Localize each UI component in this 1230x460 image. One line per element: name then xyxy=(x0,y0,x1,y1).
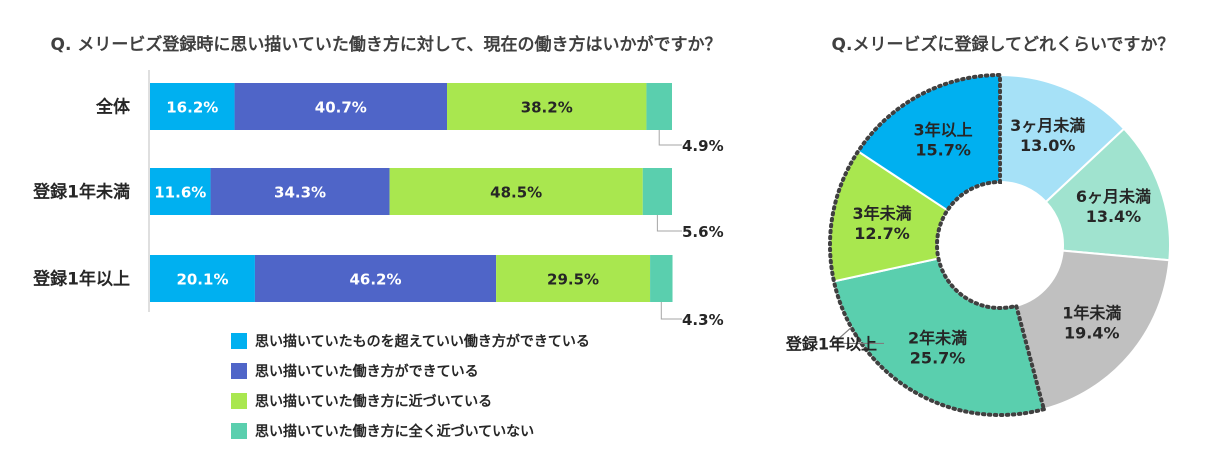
bar-chart-title: Q. メリービズ登録時に思い描いていた働き方に対して、現在の働き方はいかがですか… xyxy=(51,34,722,55)
category-label: 登録1年未満 xyxy=(32,182,130,203)
pie-slice-label: 3ヶ月未満 xyxy=(1010,116,1085,135)
bar-segment xyxy=(150,255,255,302)
annotation-leader xyxy=(831,327,884,345)
legend-label: 思い描いていたものを超えていい働き方ができている xyxy=(255,333,590,350)
bar-segment xyxy=(150,168,211,215)
pie-slice xyxy=(1044,127,1171,262)
stacked-bar-chart: 全体 16.2% 40.7% 38.2% 4.9% 登録1年未満 11.6% 34.3% 48.… xyxy=(32,70,724,329)
pie-slice-value: 12.7% xyxy=(854,224,910,243)
bar-value-label: 16.2% xyxy=(166,99,218,117)
leader-line xyxy=(656,215,682,232)
bar-segment xyxy=(210,168,390,215)
bar-segment xyxy=(389,168,643,215)
group-annotation: 登録1年以上 xyxy=(785,334,877,353)
pie-slice xyxy=(1015,249,1171,411)
pie-slice-value: 19.4% xyxy=(1064,323,1120,342)
bar-value-label: 11.6% xyxy=(154,184,206,202)
bar-value-label: 38.2% xyxy=(521,99,573,117)
bar-value-label: 40.7% xyxy=(315,99,367,117)
bar-segment xyxy=(254,255,497,302)
pie-slice-label: 6ヶ月未満 xyxy=(1076,187,1151,206)
bar-value-label: 34.3% xyxy=(274,184,326,202)
pie-slice-value: 15.7% xyxy=(915,140,971,159)
category-label: 全体 xyxy=(95,97,131,118)
bar-value-label: 48.5% xyxy=(490,184,542,202)
leader-line xyxy=(658,130,682,146)
legend-label: 思い描いていた働き方に全く近づいていない xyxy=(255,423,534,440)
bar-value-label: 4.3% xyxy=(682,311,724,329)
bar-value-label: 29.5% xyxy=(547,271,599,289)
pie-slice-label: 2年未満 xyxy=(908,328,967,347)
bar-value-label: 20.1% xyxy=(176,271,228,289)
legend-label: 思い描いていた働き方に近づいている xyxy=(255,393,492,410)
bar-segment xyxy=(234,83,448,130)
pie-chart-title: Q.メリービズに登録してどれくらいですか？ xyxy=(832,34,1175,55)
bar-segment xyxy=(447,83,647,130)
leader-line xyxy=(660,302,682,320)
bar-segment xyxy=(646,83,672,130)
pie-slice-value: 13.4% xyxy=(1086,207,1142,226)
bar-value-label: 46.2% xyxy=(349,271,401,289)
legend-swatch xyxy=(231,423,247,439)
category-label: 登録1年以上 xyxy=(32,269,130,290)
bar-segment xyxy=(150,83,235,130)
pie-slice xyxy=(999,73,1126,204)
pie-slice-label: 1年未満 xyxy=(1062,303,1121,322)
bar-value-label: 5.6% xyxy=(682,223,724,241)
pie-slice-value: 25.7% xyxy=(910,348,966,367)
bar-segment xyxy=(642,168,672,215)
legend-swatch xyxy=(231,393,247,409)
pie-slice-value: 13.0% xyxy=(1020,136,1076,155)
pie-slice-label: 3年未満 xyxy=(852,204,911,223)
legend-swatch xyxy=(231,333,247,349)
legend-label: 思い描いていた働き方ができている xyxy=(255,363,479,380)
bar-value-label: 4.9% xyxy=(682,137,724,155)
bar-legend: 思い描いていたものを超えていい働き方ができている思い描いていた働き方ができている… xyxy=(231,333,590,440)
bar-segment xyxy=(650,255,673,302)
group-outline xyxy=(828,72,1047,417)
pie-slice-label: 3年以上 xyxy=(914,120,973,139)
legend-swatch xyxy=(231,363,247,379)
bar-segment xyxy=(496,255,651,302)
